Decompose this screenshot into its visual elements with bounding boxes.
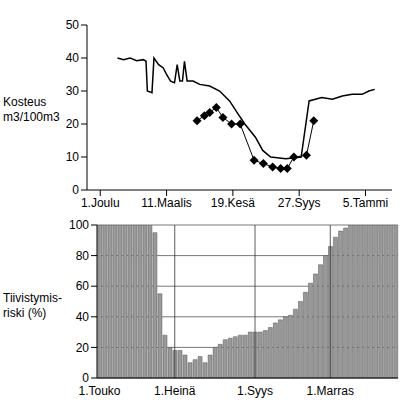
svg-text:27.Syys: 27.Syys (278, 196, 321, 210)
svg-text:50: 50 (66, 18, 80, 32)
svg-text:30: 30 (66, 84, 80, 98)
html-text:Kosteus: Kosteus (3, 95, 47, 109)
html-text:Tiivistymis-: Tiivistymis- (3, 291, 62, 305)
svg-text:20: 20 (76, 341, 90, 355)
svg-text:80: 80 (76, 249, 90, 263)
svg-text:10: 10 (66, 150, 80, 164)
svg-text:1.Touko: 1.Touko (78, 384, 120, 398)
svg-text:1.Syys: 1.Syys (237, 384, 273, 398)
svg-text:19.Kesä: 19.Kesä (211, 196, 255, 210)
svg-text:1.Marras: 1.Marras (307, 384, 354, 398)
svg-text:0: 0 (72, 183, 79, 197)
html-text:riski (%): riski (%) (3, 306, 47, 320)
html-text:m3/100m3: m3/100m3 (3, 110, 60, 124)
svg-text:40: 40 (66, 51, 80, 65)
svg-text:5.Tammi: 5.Tammi (343, 196, 388, 210)
svg-text:1.Heinä: 1.Heinä (154, 384, 196, 398)
svg-text:0: 0 (82, 371, 89, 385)
svg-text:40: 40 (76, 310, 90, 324)
svg-text:20: 20 (66, 117, 80, 131)
svg-text:11.Maalis: 11.Maalis (141, 196, 191, 210)
svg-text:100: 100 (69, 218, 89, 232)
svg-text:1.Joulu: 1.Joulu (81, 196, 120, 210)
svg-text:60: 60 (76, 279, 90, 293)
